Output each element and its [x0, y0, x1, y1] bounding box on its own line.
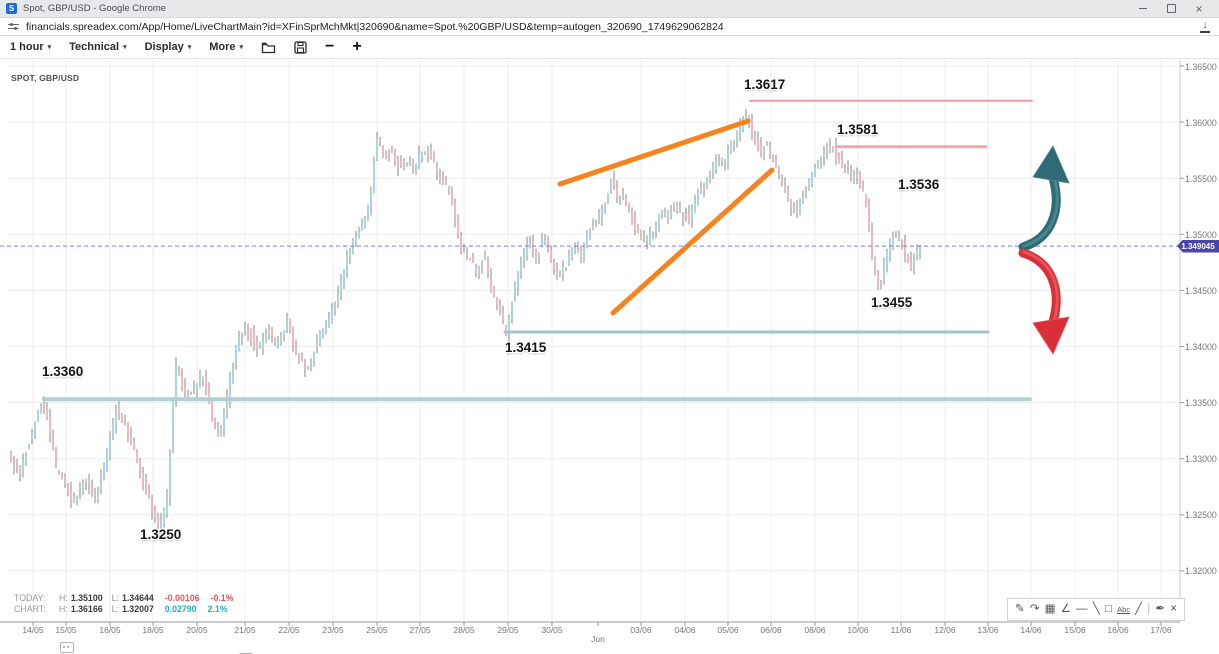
draw-fan-icon[interactable]: ∠: [1060, 602, 1071, 615]
address-bar[interactable]: financials.spreadex.com/App/Home/LiveCha…: [0, 17, 1219, 36]
site-settings-icon[interactable]: [8, 21, 19, 32]
spreadex-favicon: S: [6, 3, 17, 14]
technical-label: Technical: [69, 41, 120, 53]
draw-close-icon[interactable]: ×: [1170, 602, 1177, 615]
technical-dropdown[interactable]: Technical ▾: [69, 41, 126, 53]
axes: [0, 60, 1184, 626]
calendar-icon[interactable]: [59, 642, 74, 653]
draw-curve-icon[interactable]: ↷: [1029, 602, 1040, 615]
close-button[interactable]: ×: [1195, 1, 1203, 16]
up-arrow-icon: [1018, 145, 1070, 252]
grid-lines: [8, 60, 1180, 622]
more-dropdown[interactable]: More ▾: [209, 41, 243, 53]
zoom-out-button[interactable]: −: [325, 38, 335, 55]
draw-grid-icon[interactable]: ▦: [1044, 602, 1056, 615]
draw-rect-icon[interactable]: □: [1104, 602, 1112, 615]
timeframe-label: 1 hour: [10, 41, 44, 53]
chevron-down-icon: ▾: [187, 44, 192, 51]
draw-pen-icon[interactable]: ✎: [1015, 602, 1025, 615]
chevron-down-icon: ▾: [47, 44, 52, 51]
url-text[interactable]: financials.spreadex.com/App/Home/LiveCha…: [26, 20, 724, 33]
window-titlebar[interactable]: S Spot, GBP/USD - Google Chrome ×: [0, 0, 1219, 17]
draw-hline-icon[interactable]: —: [1076, 602, 1088, 615]
maximize-button[interactable]: [1157, 1, 1185, 16]
open-folder-icon[interactable]: [261, 41, 276, 54]
display-label: Display: [144, 41, 184, 53]
toolbar-separator: |: [1147, 602, 1151, 615]
timeframe-dropdown[interactable]: 1 hour ▾: [10, 41, 51, 53]
chevron-down-icon: ▾: [239, 44, 244, 51]
save-icon[interactable]: [294, 40, 307, 54]
trendline-1: [557, 118, 751, 187]
chart-toolbar[interactable]: 1 hour ▾ Technical ▾ Display ▾ More ▾ − +: [0, 36, 1219, 59]
drawing-toolbar[interactable]: ✎ ↷ ▦ ∠ — ╲ □ Abc ╱ | ✒ ×: [1007, 598, 1185, 621]
draw-text-icon[interactable]: Abc: [1117, 604, 1130, 614]
draw-trendline-icon[interactable]: ╲: [1092, 602, 1100, 615]
window-title: Spot, GBP/USD - Google Chrome: [23, 3, 167, 14]
draw-ray-icon[interactable]: ╱: [1135, 602, 1143, 615]
download-icon[interactable]: ↓: [1199, 20, 1211, 33]
candles: [10, 108, 921, 536]
minimize-button[interactable]: [1129, 1, 1157, 16]
down-arrow-icon: [1018, 248, 1070, 355]
zoom-in-button[interactable]: +: [352, 38, 362, 55]
chevron-down-icon: ▾: [123, 44, 127, 51]
trendline-2: [610, 167, 775, 316]
more-label: More: [209, 41, 236, 53]
display-dropdown[interactable]: Display ▾: [145, 41, 192, 53]
draw-marker-icon[interactable]: ✒: [1155, 602, 1166, 615]
